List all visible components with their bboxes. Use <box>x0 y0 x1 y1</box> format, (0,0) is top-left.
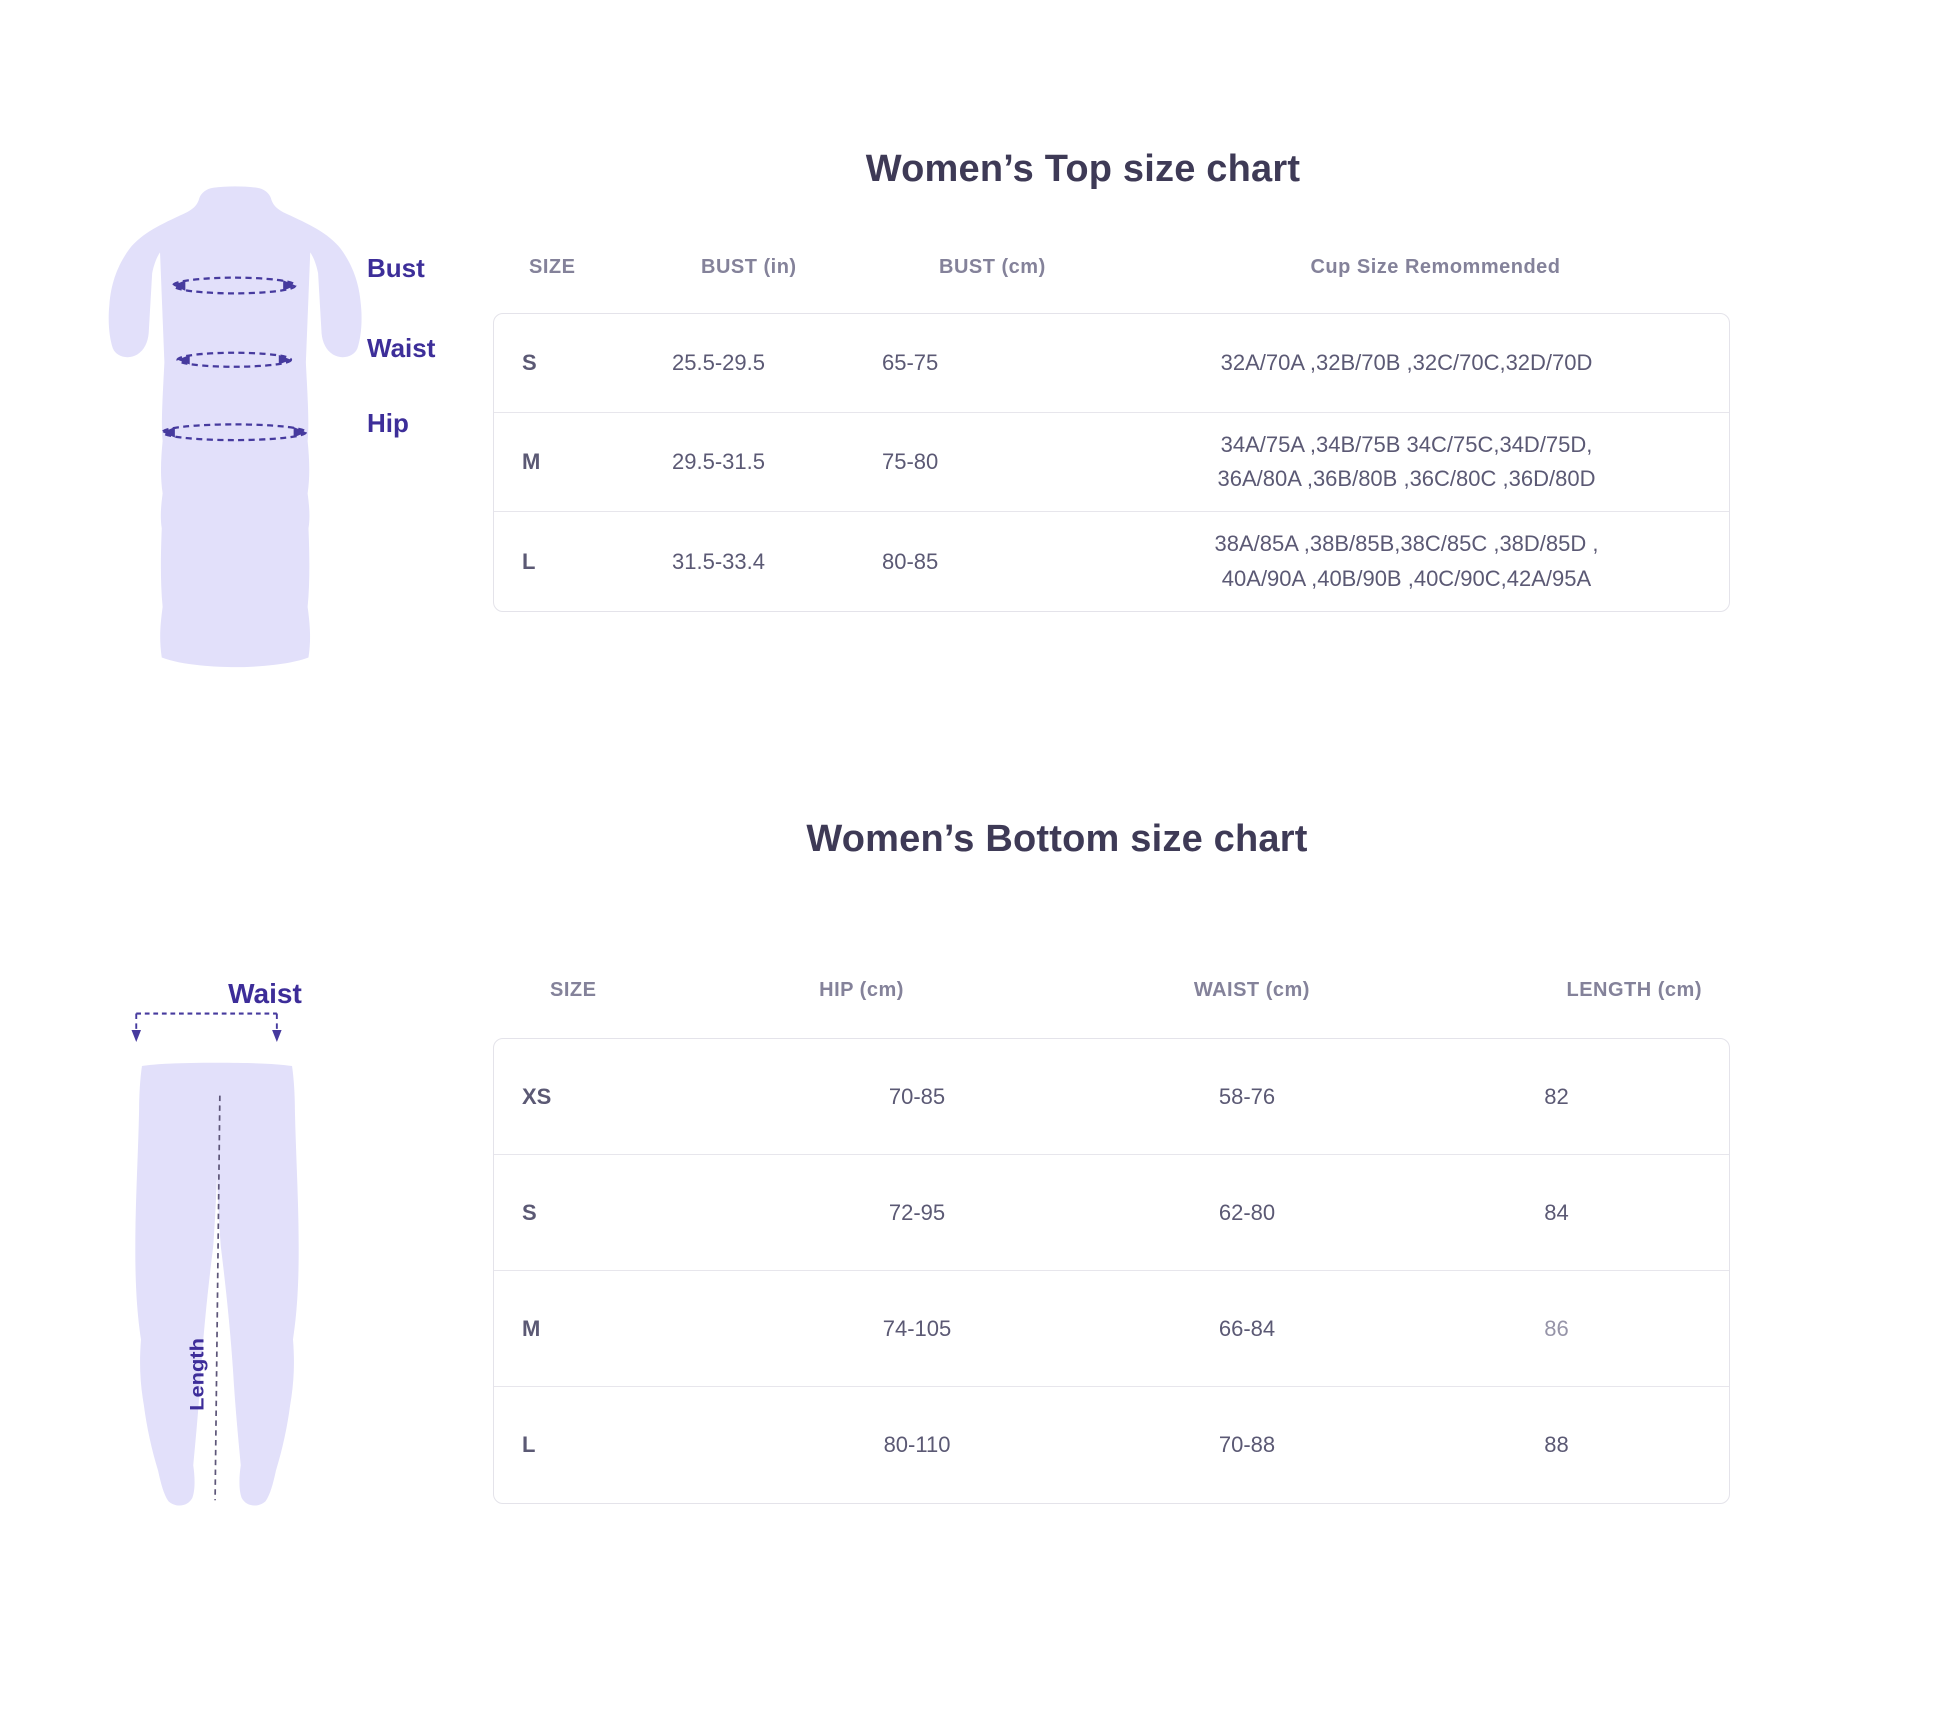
svg-text:Length: Length <box>187 1338 208 1411</box>
